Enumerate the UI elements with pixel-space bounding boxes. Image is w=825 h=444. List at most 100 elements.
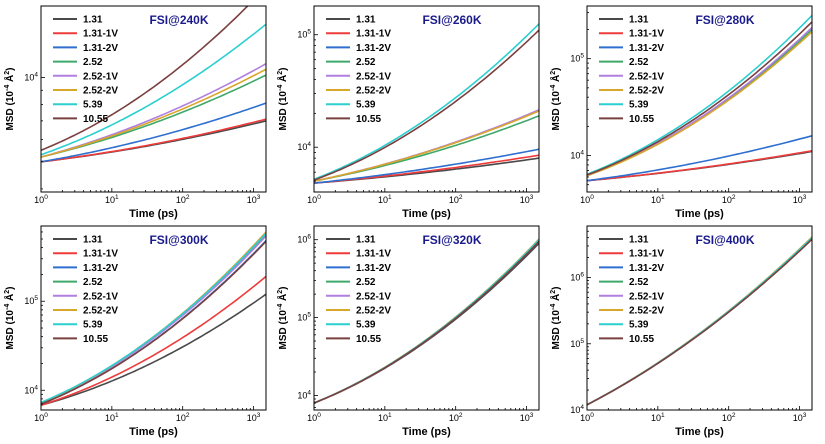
series-line-1.31-2V <box>587 135 812 182</box>
x-tick-label: 102 <box>176 412 190 423</box>
legend-label: 5.39 <box>356 320 376 331</box>
series-line-1.31-1V <box>587 237 812 406</box>
legend-label: 1.31-1V <box>83 249 118 260</box>
legend-label: 2.52-1V <box>629 71 664 82</box>
x-tick-label: 102 <box>176 194 190 205</box>
series-line-2.52 <box>41 234 266 404</box>
y-tick-label: 106 <box>297 234 311 245</box>
legend-label: 2.52 <box>629 57 649 68</box>
series-line-1.31-1V <box>41 118 266 163</box>
series-group <box>587 236 812 406</box>
x-tick-label: 100 <box>34 412 48 423</box>
y-tick-label: 105 <box>570 338 584 349</box>
x-tick-label: 103 <box>520 194 534 205</box>
legend-label: 1.31 <box>356 235 376 246</box>
legend-label: 1.31-1V <box>83 29 118 40</box>
panel-1: 100 101 102 103 104 Time (ps) MSD (10-4 Å2) FSI… <box>3 5 267 220</box>
panel-6: 100 101 102 103 104 105 106 Time (ps) MSD (10-4 … <box>549 225 813 438</box>
x-tick-label: 103 <box>793 412 807 423</box>
legend-label: 1.31-2V <box>83 263 118 274</box>
legend-label: 2.52-1V <box>83 291 118 302</box>
legend-label: 1.31-1V <box>629 249 664 260</box>
legend-label: 2.52-2V <box>83 86 118 97</box>
legend-label: 5.39 <box>83 100 103 111</box>
legend: 1.31 1.31-1V 1.31-2V 2.52 2.52-1V 2.52-2V 5.39… <box>599 235 664 345</box>
series-line-2.52-2V <box>587 31 812 177</box>
y-tick-label: 105 <box>24 295 38 306</box>
series-line-2.52-1V <box>41 63 266 158</box>
legend: 1.31 1.31-1V 1.31-2V 2.52 2.52-1V 2.52-2V 5.39… <box>326 15 391 125</box>
series-line-5.39 <box>587 14 812 176</box>
x-tick-label: 100 <box>307 194 321 205</box>
series-line-10.55 <box>587 21 812 176</box>
x-tick-label: 103 <box>520 412 534 423</box>
x-tick-label: 101 <box>651 194 665 205</box>
x-tick-label: 101 <box>378 412 392 423</box>
series-line-5.39 <box>587 237 812 406</box>
plot-frame <box>40 5 267 193</box>
legend-label: 5.39 <box>629 100 649 111</box>
plot-frame <box>40 225 267 411</box>
x-tick-label: 100 <box>307 412 321 423</box>
y-tick-label: 104 <box>297 141 311 152</box>
legend-label: 1.31 <box>83 235 103 246</box>
x-axis-label: Time (ps) <box>675 426 724 438</box>
legend-label: 2.52-2V <box>629 86 664 97</box>
y-axis-label: MSD (10-4 Å2) <box>3 287 16 350</box>
legend-label: 2.52 <box>83 57 103 68</box>
series-line-5.39 <box>41 23 266 156</box>
y-tick-label: 105 <box>297 312 311 323</box>
y-tick-label: 104 <box>297 389 311 400</box>
legend-label: 1.31-1V <box>356 29 391 40</box>
legend-label: 10.55 <box>83 114 108 125</box>
series-line-2.52-2V <box>314 238 539 404</box>
series-group <box>41 6 266 163</box>
legend-label: 2.52-2V <box>356 86 391 97</box>
legend-label: 1.31-2V <box>356 263 391 274</box>
series-line-1.31-2V <box>587 237 812 406</box>
panel-title: FSI@260K <box>422 13 481 27</box>
legend: 1.31 1.31-1V 1.31-2V 2.52 2.52-1V 2.52-2V 5.39… <box>326 235 391 345</box>
series-line-2.52-2V <box>587 236 812 406</box>
legend-label: 1.31 <box>356 15 376 26</box>
x-axis-label: Time (ps) <box>402 426 451 438</box>
legend-label: 10.55 <box>629 334 654 345</box>
series-line-10.55 <box>41 240 266 405</box>
y-axis-label: MSD (10-4 Å2) <box>276 68 289 131</box>
series-line-1.31-1V <box>587 150 812 182</box>
series-line-2.52-1V <box>314 239 539 404</box>
panel-2: 100 101 102 103 104 105 Time (ps) MSD (10-4 Å2)… <box>276 5 540 220</box>
y-tick-label: 105 <box>570 53 584 64</box>
x-tick-label: 103 <box>247 412 261 423</box>
series-group <box>587 14 812 182</box>
x-tick-label: 102 <box>722 194 736 205</box>
series-line-1.31 <box>41 293 266 406</box>
plot-frame <box>586 225 813 411</box>
x-tick-label: 101 <box>378 194 392 205</box>
legend-label: 5.39 <box>83 320 103 331</box>
series-line-10.55 <box>314 240 539 404</box>
legend-label: 1.31 <box>629 235 649 246</box>
y-tick-label: 104 <box>24 384 38 395</box>
series-group <box>41 231 266 406</box>
series-line-1.31-2V <box>41 102 266 163</box>
legend-label: 1.31-2V <box>83 43 118 54</box>
legend-label: 2.52 <box>356 277 376 288</box>
legend: 1.31 1.31-1V 1.31-2V 2.52 2.52-1V 2.52-2V 5.39… <box>53 235 118 345</box>
legend-label: 1.31-1V <box>356 249 391 260</box>
legend-label: 2.52-2V <box>629 306 664 317</box>
legend-label: 1.31 <box>83 15 103 26</box>
series-line-2.52 <box>587 237 812 406</box>
panel-title: FSI@240K <box>149 13 208 27</box>
x-tick-label: 102 <box>722 412 736 423</box>
y-tick-label: 105 <box>297 29 311 40</box>
legend-label: 10.55 <box>356 334 381 345</box>
series-line-5.39 <box>314 239 539 404</box>
legend-label: 2.52 <box>83 277 103 288</box>
legend-label: 1.31-1V <box>629 29 664 40</box>
legend-label: 1.31-2V <box>629 263 664 274</box>
series-line-10.55 <box>587 238 812 406</box>
legend-label: 5.39 <box>629 320 649 331</box>
x-tick-label: 102 <box>449 194 463 205</box>
